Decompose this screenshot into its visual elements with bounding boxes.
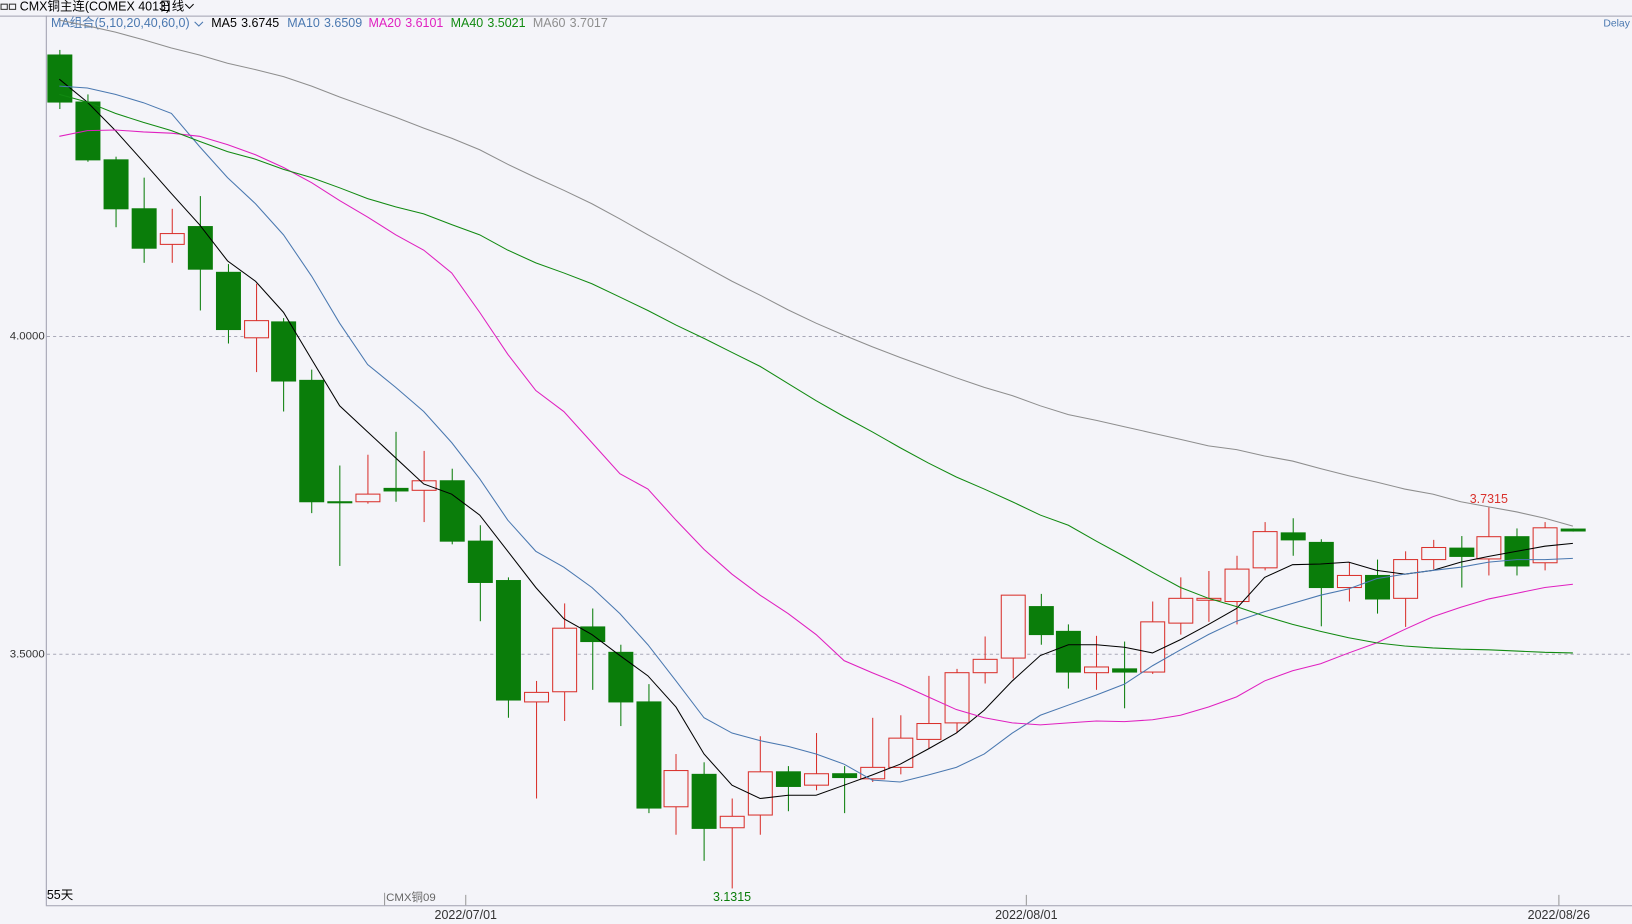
candle-body [1168,597,1194,624]
y-tick-label: 4.0000 [10,331,45,343]
candle-body [187,226,213,270]
candles [47,49,1586,889]
candle-body [1308,541,1334,589]
x-tick-label: 2022/08/26 [1528,908,1590,922]
candle-body [944,672,970,724]
candle-body [131,208,157,249]
min-annotation: 3.1315 [713,890,751,904]
candle-body [383,487,409,492]
count-label: 55天 [47,888,74,902]
legend-entry: MA40 3.5021 [451,16,526,30]
candle-body [608,651,634,703]
candle-body [580,626,606,643]
candle-body [467,540,493,583]
candle-body [355,493,381,503]
candle-body [244,320,270,339]
legend-value: 3.5021 [487,16,525,30]
legend-name: MA20 [368,16,401,30]
candle-body [47,54,73,103]
ma-line [59,85,1573,783]
candle-body [1252,531,1278,569]
candle-body [327,501,353,504]
ma-line [58,78,1573,800]
legend-name: MA5 [211,16,237,30]
legend-value: 3.6745 [241,16,279,30]
legend-value: 3.6101 [405,16,443,30]
candle-body [103,159,129,210]
indicator-selector[interactable]: MA组合(5,10,20,40,60,0) [51,15,190,30]
candle-body [552,627,578,693]
candle-body [1560,528,1586,532]
candle-body [1336,574,1362,589]
legend-entry: MA5 3.6745 [211,16,279,30]
period-selector[interactable]: 日线 [159,0,184,14]
legend-entry: MA60 3.7017 [533,16,608,30]
candle-body [1393,559,1419,599]
ma-line [59,129,1573,726]
candle-body [916,723,942,740]
x-tick-label: 2022/07/01 [435,908,497,922]
chart-title: CMX铜主连(COMEX 4013) [20,0,170,14]
candle-body [636,701,662,809]
candle-body [299,379,325,503]
max-annotation: 3.7315 [1470,492,1508,506]
candle-body [1476,536,1502,560]
candle-body [1084,666,1109,674]
candle-body [1224,568,1250,603]
candle-body [1280,532,1306,541]
candle-body [411,480,437,491]
contract-label: CMX铜09 [386,890,436,904]
candle-body [832,773,858,779]
legend-value: 3.7017 [570,16,608,30]
x-tick-label: 2022/08/01 [995,908,1057,922]
candle-body [1000,594,1026,659]
candle-body [860,766,886,780]
legend-name: MA10 [287,16,320,30]
period-chevron[interactable] [184,3,194,10]
legend-entry: MA10 3.6509 [287,16,362,30]
candle-body [972,658,998,674]
legend-name: MA60 [533,16,566,30]
candle-body [1055,630,1081,673]
legend-name: MA40 [451,16,484,30]
candle-body [1449,547,1475,557]
candle-body [1365,574,1391,600]
candle-body [691,773,717,829]
candle-body [524,691,550,703]
candle-body [1112,668,1138,673]
candle-body [1421,546,1447,561]
legend-entry: MA20 3.6101 [368,16,443,30]
candle-body [1028,606,1054,636]
y-tick-label: 3.5000 [10,648,45,660]
candle-body [663,770,689,808]
indicator-chevron[interactable] [194,21,204,27]
legend-value: 3.6509 [324,16,362,30]
ma-line [59,19,1574,527]
candle-body [439,480,465,542]
candle-body [271,321,297,382]
candle-body [747,771,773,816]
candle-body [775,771,801,787]
candle-body [1140,621,1166,673]
candle-body [804,773,830,786]
header-icon [0,3,17,10]
candle-body [215,271,241,331]
status-label: Delay [1603,19,1630,30]
candle-body [495,580,521,701]
candle-body [719,815,745,829]
candle-body [159,233,185,245]
candle-body [888,737,914,768]
ma-line [59,93,1573,654]
